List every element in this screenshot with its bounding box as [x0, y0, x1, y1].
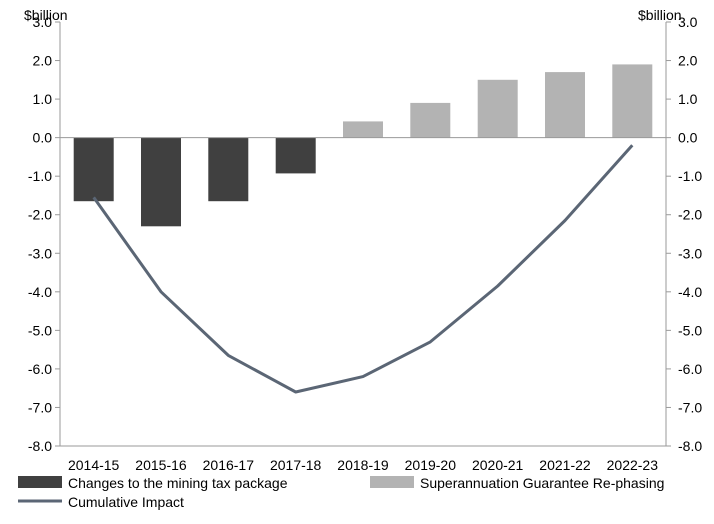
bar-2019-20-series-1 — [410, 102, 451, 138]
bar-2016-17-series-0 — [208, 137, 249, 202]
x-tick-label: 2019-20 — [405, 457, 457, 473]
x-tick-label: 2015-16 — [135, 457, 187, 473]
y-tick-label-left: 0.0 — [33, 130, 53, 146]
y-tick-label-right: -4.0 — [678, 284, 702, 300]
left-unit-label: $billion — [24, 7, 68, 23]
y-tick-label-right: -3.0 — [678, 245, 702, 261]
bar-2014-15-series-0 — [73, 137, 114, 202]
y-tick-label-left: -4.0 — [28, 284, 52, 300]
legend-swatch-0 — [18, 476, 62, 488]
y-tick-label-right: -5.0 — [678, 322, 702, 338]
y-tick-label-left: -7.0 — [28, 399, 52, 415]
bar-2018-19-series-1 — [343, 121, 383, 138]
y-tick-label-left: -2.0 — [28, 207, 52, 223]
y-tick-label-left: -1.0 — [28, 168, 52, 184]
x-tick-label: 2016-17 — [203, 457, 255, 473]
right-unit-label: $billion — [638, 7, 682, 23]
y-tick-label-right: -8.0 — [678, 438, 702, 454]
bar-2021-22-series-1 — [545, 72, 585, 138]
cumulative-impact-line — [92, 144, 634, 394]
y-tick-label-right: -7.0 — [678, 399, 702, 415]
y-tick-label-left: -3.0 — [28, 245, 52, 261]
legend-swatch-1 — [370, 476, 414, 488]
legend-label-0: Changes to the mining tax package — [68, 475, 288, 491]
y-tick-label-left: 2.0 — [33, 53, 53, 69]
y-tick-label-left: -8.0 — [28, 438, 52, 454]
legend-label-2: Cumulative Impact — [68, 494, 184, 510]
x-tick-label: 2022-23 — [607, 457, 659, 473]
y-tick-label-right: 3.0 — [678, 14, 698, 30]
bars — [73, 64, 653, 227]
bar-2015-16-series-0 — [141, 137, 181, 227]
x-tick-label: 2020-21 — [472, 457, 524, 473]
y-tick-label-right: -6.0 — [678, 361, 702, 377]
y-tick-label-right: -1.0 — [678, 168, 702, 184]
y-tick-label-left: 1.0 — [33, 91, 53, 107]
x-tick-label: 2018-19 — [337, 457, 389, 473]
y-tick-label-left: 3.0 — [33, 14, 53, 30]
legend-label-1: Superannuation Guarantee Re-phasing — [420, 475, 664, 491]
x-tick-label: 2017-18 — [270, 457, 322, 473]
cumulative-line — [92, 144, 634, 394]
y-tick-label-left: -5.0 — [28, 322, 52, 338]
y-tick-label-left: -6.0 — [28, 361, 52, 377]
x-tick-label: 2014-15 — [68, 457, 120, 473]
y-tick-label-right: 2.0 — [678, 53, 698, 69]
bar-2022-23-series-1 — [612, 64, 653, 138]
y-tick-label-right: 0.0 — [678, 130, 698, 146]
bar-2017-18-series-0 — [275, 137, 316, 174]
legend: Changes to the mining tax package Superan… — [18, 475, 664, 510]
bar-2020-21-series-1 — [477, 79, 518, 138]
y-tick-label-right: -2.0 — [678, 207, 702, 223]
y-tick-label-right: 1.0 — [678, 91, 698, 107]
x-tick-label: 2021-22 — [539, 457, 591, 473]
